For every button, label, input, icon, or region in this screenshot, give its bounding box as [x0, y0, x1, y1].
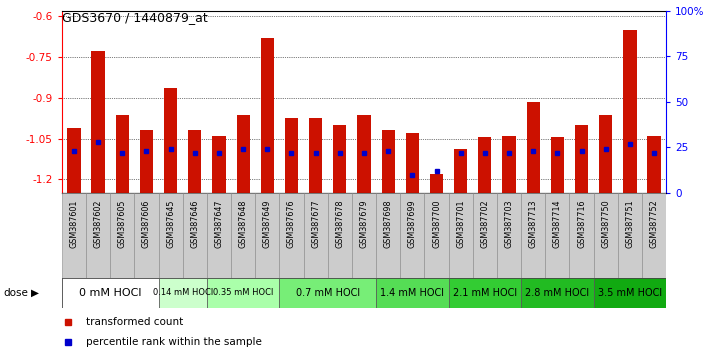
Bar — [569, 193, 593, 278]
Bar — [333, 125, 347, 193]
Text: GSM387679: GSM387679 — [360, 200, 368, 249]
Text: GSM387649: GSM387649 — [263, 200, 272, 248]
Text: 2.1 mM HOCl: 2.1 mM HOCl — [453, 288, 517, 298]
Text: GSM387751: GSM387751 — [625, 200, 634, 249]
Text: GSM387698: GSM387698 — [384, 200, 392, 248]
Bar — [183, 193, 207, 278]
Bar — [376, 193, 400, 278]
Bar — [352, 193, 376, 278]
Bar — [159, 193, 183, 278]
Bar — [86, 193, 110, 278]
Text: 3.5 mM HOCl: 3.5 mM HOCl — [598, 288, 662, 298]
Text: GSM387606: GSM387606 — [142, 200, 151, 248]
Text: GSM387702: GSM387702 — [480, 200, 489, 249]
Text: GSM387648: GSM387648 — [239, 200, 248, 248]
Bar — [593, 193, 618, 278]
Text: GSM387699: GSM387699 — [408, 200, 417, 249]
Bar — [309, 118, 323, 193]
Bar — [67, 128, 81, 193]
Text: GSM387677: GSM387677 — [311, 200, 320, 249]
Bar — [164, 88, 178, 193]
Bar — [376, 278, 448, 308]
Bar — [116, 115, 129, 193]
Bar — [304, 193, 328, 278]
Text: 0 mM HOCl: 0 mM HOCl — [79, 288, 141, 298]
Text: GSM387647: GSM387647 — [215, 200, 223, 248]
Bar — [430, 174, 443, 193]
Bar — [545, 193, 569, 278]
Bar — [256, 193, 280, 278]
Bar — [521, 278, 593, 308]
Text: GSM387750: GSM387750 — [601, 200, 610, 249]
Text: 1.4 mM HOCl: 1.4 mM HOCl — [380, 288, 444, 298]
Text: ▶: ▶ — [31, 288, 39, 298]
Text: transformed count: transformed count — [86, 317, 183, 327]
Bar — [110, 193, 135, 278]
Bar — [328, 193, 352, 278]
Text: GSM387601: GSM387601 — [69, 200, 79, 248]
Text: GSM387645: GSM387645 — [166, 200, 175, 248]
Text: GDS3670 / 1440879_at: GDS3670 / 1440879_at — [62, 11, 207, 24]
Bar — [550, 137, 564, 193]
Text: GSM387605: GSM387605 — [118, 200, 127, 248]
Bar — [261, 38, 274, 193]
Bar — [618, 193, 642, 278]
Text: 0.7 mM HOCl: 0.7 mM HOCl — [296, 288, 360, 298]
Bar — [405, 133, 419, 193]
Bar — [381, 130, 395, 193]
Bar — [62, 278, 159, 308]
Text: GSM387752: GSM387752 — [649, 200, 659, 249]
Bar — [280, 278, 376, 308]
Bar — [285, 118, 298, 193]
Bar — [280, 193, 304, 278]
Bar — [526, 102, 540, 193]
Bar — [575, 125, 588, 193]
Bar — [213, 136, 226, 193]
Text: GSM387678: GSM387678 — [336, 200, 344, 248]
Bar — [62, 193, 86, 278]
Bar — [647, 136, 661, 193]
Bar — [478, 137, 491, 193]
Bar — [207, 193, 231, 278]
Bar — [357, 115, 371, 193]
Bar — [623, 30, 636, 193]
Bar — [448, 193, 472, 278]
Text: GSM387716: GSM387716 — [577, 200, 586, 248]
Bar — [400, 193, 424, 278]
Bar — [497, 193, 521, 278]
Bar — [92, 51, 105, 193]
Text: GSM387713: GSM387713 — [529, 200, 538, 248]
Text: GSM387602: GSM387602 — [94, 200, 103, 248]
Text: 2.8 mM HOCl: 2.8 mM HOCl — [526, 288, 590, 298]
Bar — [593, 278, 666, 308]
Bar — [521, 193, 545, 278]
Text: GSM387646: GSM387646 — [190, 200, 199, 248]
Bar — [599, 115, 612, 193]
Bar — [454, 149, 467, 193]
Bar — [237, 115, 250, 193]
Bar — [207, 278, 280, 308]
Text: percentile rank within the sample: percentile rank within the sample — [86, 337, 262, 348]
Text: GSM387714: GSM387714 — [553, 200, 562, 248]
Bar — [642, 193, 666, 278]
Bar — [472, 193, 497, 278]
Text: GSM387676: GSM387676 — [287, 200, 296, 248]
Text: GSM387700: GSM387700 — [432, 200, 441, 248]
Bar — [140, 130, 153, 193]
Bar — [448, 278, 521, 308]
Text: 0.35 mM HOCl: 0.35 mM HOCl — [213, 289, 273, 297]
Bar — [502, 136, 515, 193]
Bar — [231, 193, 256, 278]
Bar — [159, 278, 207, 308]
Text: 0.14 mM HOCl: 0.14 mM HOCl — [153, 289, 213, 297]
Bar — [135, 193, 159, 278]
Bar — [188, 130, 202, 193]
Text: GSM387701: GSM387701 — [456, 200, 465, 248]
Text: GSM387703: GSM387703 — [505, 200, 513, 248]
Bar — [424, 193, 448, 278]
Text: dose: dose — [4, 288, 28, 298]
